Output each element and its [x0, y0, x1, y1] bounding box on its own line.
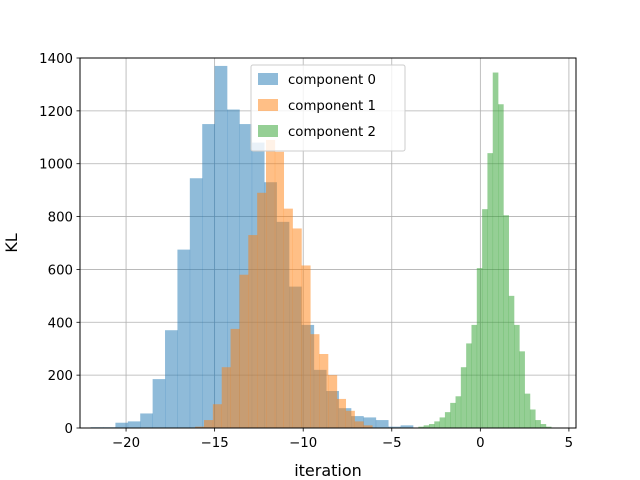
histogram-bar	[354, 421, 364, 428]
histogram-bar	[487, 153, 494, 428]
histogram-bar	[363, 417, 377, 428]
histogram-bar	[152, 379, 166, 428]
y-tick-label: 1000	[39, 158, 73, 173]
legend-swatch	[258, 99, 278, 111]
histogram-bar	[450, 402, 456, 428]
series-2-bars	[418, 72, 552, 429]
histogram-bar	[177, 249, 191, 428]
y-tick-label: 400	[48, 316, 73, 331]
histogram-bar	[292, 228, 302, 428]
histogram-bar	[204, 420, 214, 428]
x-tick-label: −5	[382, 436, 402, 451]
histogram-bar	[428, 424, 435, 428]
histogram-bar	[375, 420, 389, 428]
histogram-bar	[310, 334, 320, 428]
histogram-bar	[482, 209, 488, 428]
histogram-bar	[214, 65, 228, 428]
y-axis-label: KL	[2, 233, 21, 252]
histogram-bar	[529, 409, 536, 428]
histogram-bar	[274, 151, 285, 429]
legend-frame	[250, 64, 406, 152]
histogram-bar	[455, 396, 462, 428]
histogram-bar	[221, 367, 231, 428]
x-tick-label: 0	[476, 436, 484, 451]
legend: component 0 component 1 component 2	[250, 64, 406, 152]
histogram-bar	[524, 393, 531, 428]
histogram-bar	[283, 208, 293, 428]
histogram-bar	[115, 422, 129, 428]
x-tick-label: −10	[289, 436, 317, 451]
y-tick-label: 1200	[39, 105, 73, 120]
histogram-bar	[195, 426, 205, 428]
histogram-bar	[345, 410, 355, 428]
histogram-bar	[165, 330, 178, 428]
y-axis-ticks: 0 200 400 600 800 1000 1200 1400	[39, 52, 80, 437]
histogram-bar	[514, 324, 520, 428]
histogram-bar	[519, 351, 525, 428]
y-tick-label: 0	[65, 422, 73, 437]
histogram-bar	[492, 72, 499, 429]
legend-entry-label: component 0	[288, 73, 376, 88]
histogram-bar	[212, 404, 223, 428]
axes-frame	[79, 57, 577, 429]
histogram-bar	[508, 295, 515, 428]
histogram-bar	[418, 426, 424, 428]
x-tick-label: −20	[112, 436, 140, 451]
histogram-bars	[90, 65, 552, 429]
legend-entry-label: component 2	[288, 125, 376, 140]
y-tick-label: 800	[48, 211, 73, 226]
histogram-bar	[319, 354, 329, 428]
histogram-bar	[471, 324, 478, 428]
histogram-bar	[540, 424, 547, 428]
histogram-bar	[127, 421, 141, 428]
histogram-bar	[503, 215, 509, 428]
series-1-bars	[195, 139, 373, 429]
histogram-bar	[476, 268, 483, 428]
x-tick-label: −15	[201, 436, 229, 451]
x-axis-label: iteration	[294, 461, 362, 480]
histogram-bar	[498, 104, 504, 428]
histogram-bar	[466, 343, 472, 428]
histogram-bar	[239, 274, 249, 428]
y-tick-label: 1400	[39, 52, 73, 67]
x-tick-label: 5	[565, 436, 573, 451]
histogram-bar	[388, 426, 401, 428]
histogram-bar	[248, 235, 258, 428]
histogram-bar	[400, 425, 414, 428]
histogram-bar	[535, 420, 541, 428]
histogram-bar	[202, 124, 215, 429]
legend-swatch	[258, 125, 278, 137]
histogram-bar	[328, 375, 338, 428]
histogram-bar	[189, 178, 203, 428]
histogram-bar	[140, 413, 153, 428]
histogram-bar	[266, 139, 276, 428]
y-tick-label: 600	[48, 263, 73, 278]
y-tick-label: 200	[48, 369, 73, 384]
histogram-bar	[423, 425, 430, 428]
histogram-bar	[363, 425, 373, 428]
histogram-bar	[301, 265, 311, 428]
histogram-bar	[336, 398, 347, 428]
histogram-bar	[230, 328, 240, 428]
legend-swatch	[258, 73, 278, 85]
legend-entry-label: component 1	[288, 99, 376, 114]
x-axis-ticks: −20 −15 −10 −5 0 5	[112, 428, 573, 451]
histogram-bar	[444, 412, 451, 428]
histogram-bar	[439, 417, 446, 428]
histogram-bar	[434, 421, 440, 428]
histogram-bar	[545, 426, 552, 428]
histogram-bar	[460, 367, 467, 428]
histogram-bar	[257, 192, 267, 428]
